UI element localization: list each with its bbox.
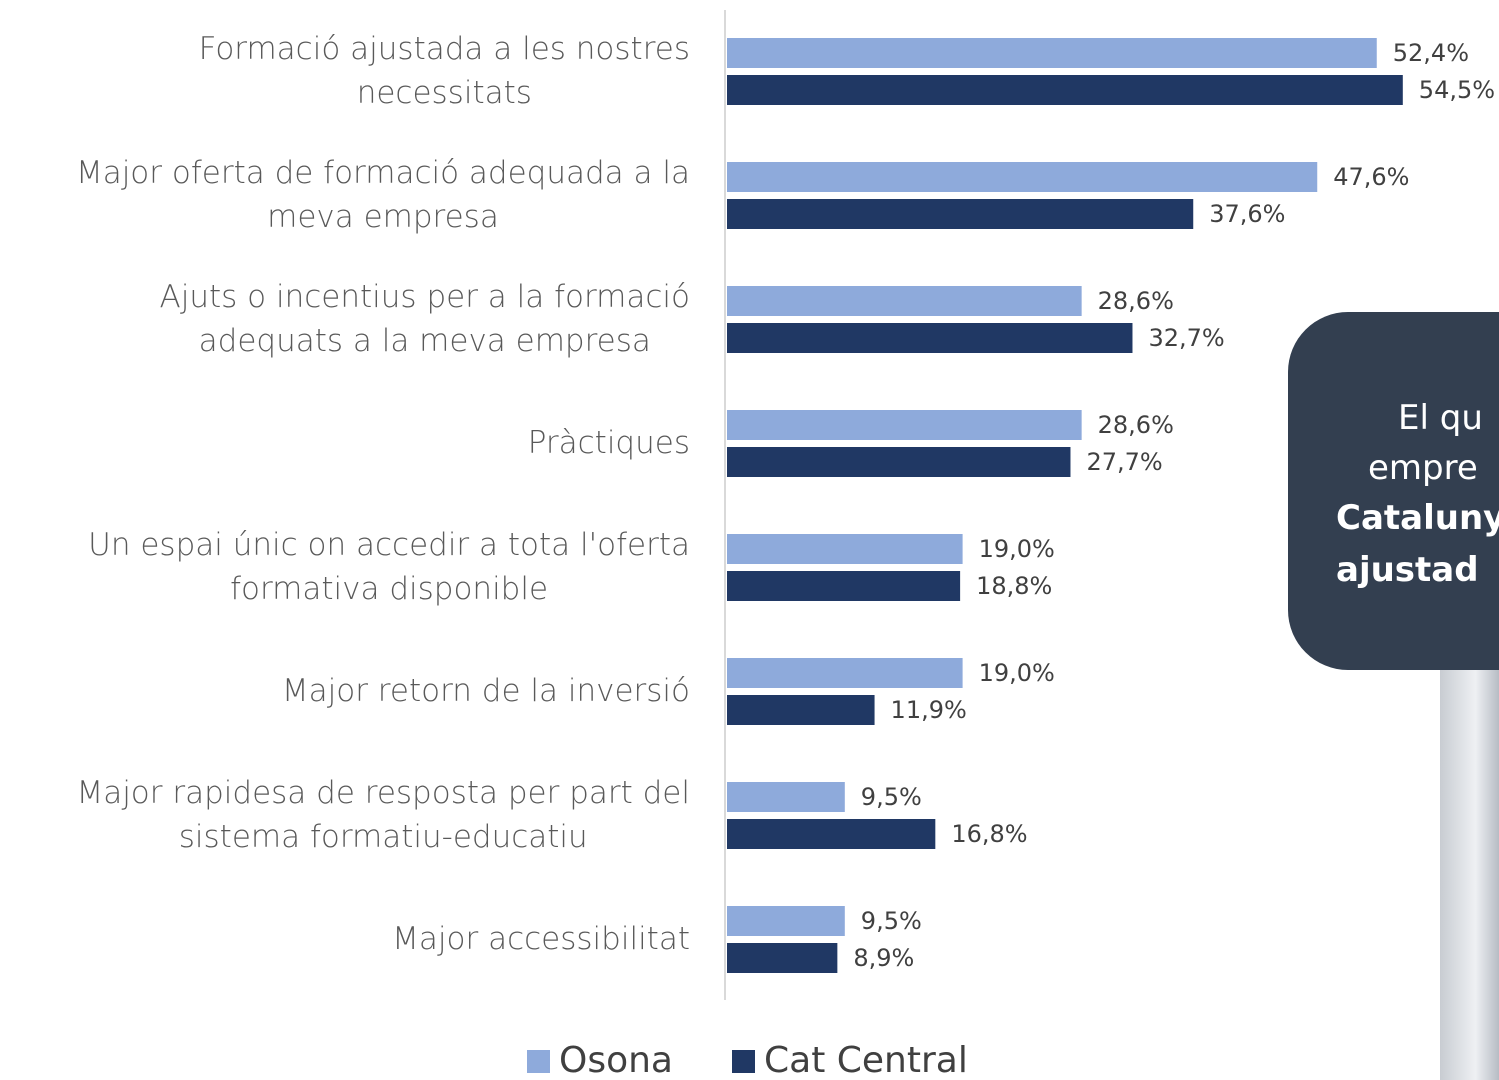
value-label: 37,6% — [1209, 200, 1285, 228]
bar — [727, 162, 1317, 192]
bar — [727, 199, 1193, 229]
category-label: Major oferta de formació adequada a la m… — [76, 151, 690, 239]
value-label: 32,7% — [1148, 324, 1224, 352]
category-label: Formació ajustada a les nostres necessit… — [199, 27, 690, 115]
value-label: 11,9% — [891, 696, 967, 724]
callout-text: empre — [1368, 448, 1478, 488]
value-label: 19,0% — [979, 535, 1055, 563]
page: 52,4% 54,5% 47,6% 37,6% 28,6% 32,7% 28,6% 27,7%… — [0, 0, 1499, 1080]
bar — [727, 75, 1403, 105]
bar — [727, 782, 845, 812]
category-label: Major accessibilitat — [392, 917, 690, 961]
callout-text: ajustad — [1336, 550, 1479, 590]
value-label: 52,4% — [1393, 39, 1469, 67]
bar — [727, 819, 935, 849]
legend-swatch — [732, 1050, 755, 1073]
bar — [727, 571, 960, 601]
photo — [1440, 670, 1499, 1080]
bar — [727, 906, 845, 936]
value-label: 19,0% — [979, 659, 1055, 687]
bar — [727, 943, 837, 973]
legend-label: Osona — [559, 1040, 673, 1080]
bar — [727, 410, 1082, 440]
bar — [727, 534, 963, 564]
bar — [727, 447, 1070, 477]
value-label: 18,8% — [976, 572, 1052, 600]
legend-swatch — [527, 1050, 550, 1073]
bar — [727, 658, 963, 688]
category-label: Pràctiques — [528, 421, 690, 465]
callout-text: El qu — [1398, 398, 1483, 438]
value-label: 54,5% — [1419, 76, 1495, 104]
category-label: Ajuts o incentius per a la formació adeq… — [160, 275, 690, 363]
value-label: 28,6% — [1098, 411, 1174, 439]
category-label: Major rapidesa de resposta per part del … — [76, 771, 690, 859]
value-label: 9,5% — [861, 907, 922, 935]
bar — [727, 323, 1132, 353]
value-label: 16,8% — [951, 820, 1027, 848]
category-label: Un espai únic on accedir a tota l'oferta… — [88, 523, 690, 611]
category-label: Major retorn de la inversió — [282, 669, 690, 713]
bar — [727, 695, 875, 725]
value-label: 27,7% — [1086, 448, 1162, 476]
value-label: 9,5% — [861, 783, 922, 811]
legend-label: Cat Central — [764, 1040, 968, 1080]
value-label: 8,9% — [853, 944, 914, 972]
bar — [727, 286, 1082, 316]
bar — [727, 38, 1377, 68]
value-label: 28,6% — [1098, 287, 1174, 315]
value-label: 47,6% — [1333, 163, 1409, 191]
